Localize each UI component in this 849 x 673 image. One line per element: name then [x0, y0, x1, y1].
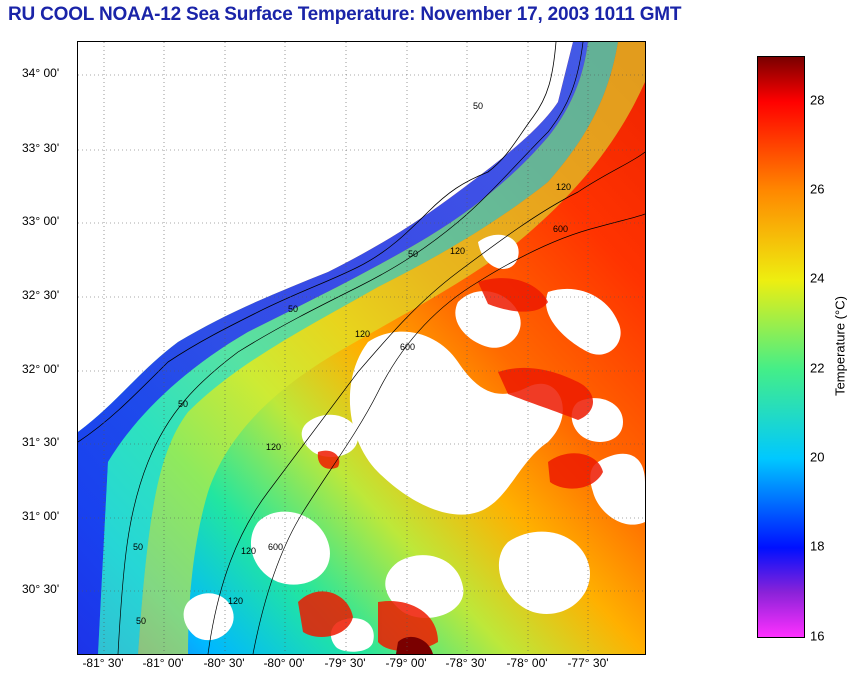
contour-label: 600 — [400, 342, 415, 352]
isobath-120 — [207, 151, 645, 654]
longitude-label: -80° 30' — [203, 656, 245, 670]
isobath-50 — [117, 42, 584, 654]
latitude-label: 34° 00' — [22, 66, 60, 80]
contour-label: 120 — [266, 442, 281, 452]
latitude-label: 33° 00' — [22, 214, 60, 228]
longitude-label: -79° 00' — [385, 656, 427, 670]
longitude-label: -77° 30' — [567, 656, 609, 670]
cloud-mask — [183, 234, 645, 652]
latitude-label: 31° 00' — [22, 509, 60, 523]
latitude-label: 30° 30' — [22, 582, 60, 596]
longitude-label: -79° 30' — [324, 656, 366, 670]
colorbar-tick-label: 22 — [810, 360, 825, 376]
contour-label: 120 — [241, 546, 256, 556]
longitude-label: -80° 00' — [263, 656, 305, 670]
colorbar-tick-label: 28 — [810, 92, 825, 108]
contour-label: 120 — [556, 182, 571, 192]
colorbar-title: Temperature (°C) — [832, 296, 848, 396]
colorbar-tick-label: 24 — [810, 270, 825, 286]
contour-label: 50 — [408, 249, 418, 259]
longitude-label: -81° 30' — [82, 656, 124, 670]
sst-map-canvas: 50 50 50 50 50 50 120 120 120 120 120 12… — [78, 42, 645, 654]
colorbar-tick-label: 20 — [810, 449, 825, 465]
contour-label: 50 — [473, 101, 483, 111]
sst-map: 50 50 50 50 50 50 120 120 120 120 120 12… — [77, 41, 646, 655]
latitude-label: 32° 00' — [22, 362, 60, 376]
latitude-label: 32° 30' — [22, 288, 60, 302]
isobath-600 — [252, 213, 645, 654]
contour-label-group: 50 50 50 50 50 50 120 120 120 120 120 12… — [133, 101, 571, 626]
map-title: RU COOL NOAA-12 Sea Surface Temperature:… — [8, 4, 682, 25]
hot-spot — [396, 636, 433, 654]
nearshore-cold-band — [78, 42, 588, 654]
temperature-colorbar — [757, 56, 805, 638]
contour-label: 50 — [178, 399, 188, 409]
contour-label: 50 — [288, 304, 298, 314]
colorbar-tick-label: 26 — [810, 181, 825, 197]
colorbar-tick-label: 18 — [810, 538, 825, 554]
longitude-label: -78° 30' — [445, 656, 487, 670]
contour-label: 600 — [268, 542, 283, 552]
longitude-label: -81° 00' — [142, 656, 184, 670]
gulf-stream-core — [298, 278, 603, 651]
contour-label: 120 — [355, 329, 370, 339]
colorbar-tick-label: 16 — [810, 628, 825, 644]
graticule — [78, 42, 645, 654]
longitude-label: -78° 00' — [506, 656, 548, 670]
latitude-label: 31° 30' — [22, 435, 60, 449]
coastline — [78, 42, 557, 443]
contour-label: 120 — [228, 596, 243, 606]
outer-shelf-band — [138, 42, 645, 654]
latitude-label: 33° 30' — [22, 141, 60, 155]
contour-label: 50 — [136, 616, 146, 626]
contour-label: 50 — [133, 542, 143, 552]
contour-label: 120 — [450, 246, 465, 256]
contour-label: 600 — [553, 224, 568, 234]
